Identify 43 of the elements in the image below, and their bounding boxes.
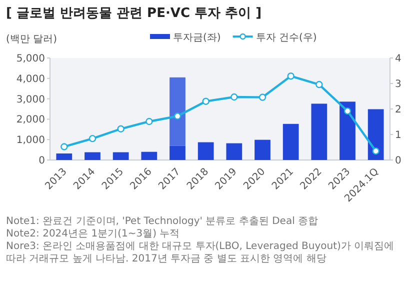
bar bbox=[56, 153, 72, 160]
bar bbox=[112, 152, 129, 160]
point bbox=[316, 80, 323, 88]
point bbox=[146, 118, 153, 126]
text: Note2: 2024년은 1분기(1~3월) 누적 bbox=[6, 228, 180, 240]
bar bbox=[368, 109, 384, 160]
y2-tick-label: 2 bbox=[395, 104, 402, 116]
bar bbox=[311, 104, 328, 160]
point bbox=[258, 94, 266, 101]
point bbox=[88, 134, 96, 142]
bar bbox=[170, 146, 186, 160]
bar bbox=[170, 77, 186, 146]
bar bbox=[282, 124, 299, 160]
y2-tick-label: 1 bbox=[395, 130, 402, 141]
y2-tick-label: 4 bbox=[395, 54, 402, 64]
bar bbox=[254, 140, 270, 160]
legend-label: 투자 건수(우) bbox=[256, 32, 317, 44]
y-tick-label: 4,000 bbox=[16, 74, 45, 85]
y-tick-label: 1,000 bbox=[16, 135, 45, 146]
y-tick-label: 3,000 bbox=[16, 94, 45, 106]
bar bbox=[141, 152, 158, 160]
point bbox=[344, 107, 352, 115]
y2-tick-label: 3 bbox=[395, 79, 402, 90]
text: Note1: 완료건 기준이며, 'Pet Technology' 분류로 추출된 Deal 종합 bbox=[6, 216, 318, 227]
text: Nore3: 온라인 소매용품점에 대한 대규모 투자(LBO, Leveraged Buyout)가 이뤄짐에 따라 거래규모 높게 나타남. 2017년 투자금 중 별도 표시한 영역에 해당 bbox=[6, 241, 394, 264]
point bbox=[372, 147, 380, 155]
y-tick-label: 0 bbox=[38, 156, 45, 166]
y-tick-label: 2,000 bbox=[16, 114, 45, 126]
point bbox=[230, 93, 238, 101]
point bbox=[117, 125, 124, 132]
bar bbox=[198, 142, 214, 160]
y2-tick-label: 0 bbox=[395, 156, 402, 166]
bar bbox=[226, 143, 242, 160]
legend-label: 투자금(좌) bbox=[173, 32, 221, 44]
chart-title: [ 글로벌 반려동물 관련 PE·VC 투자 추이 ] bbox=[6, 6, 262, 21]
bar bbox=[340, 102, 356, 160]
point bbox=[202, 98, 210, 105]
point bbox=[287, 72, 294, 80]
y-tick-label: 5,000 bbox=[16, 54, 45, 64]
y-axis-title: (백만 달러) bbox=[6, 34, 58, 45]
point bbox=[174, 112, 182, 120]
bar bbox=[84, 152, 100, 160]
point bbox=[60, 143, 68, 150]
